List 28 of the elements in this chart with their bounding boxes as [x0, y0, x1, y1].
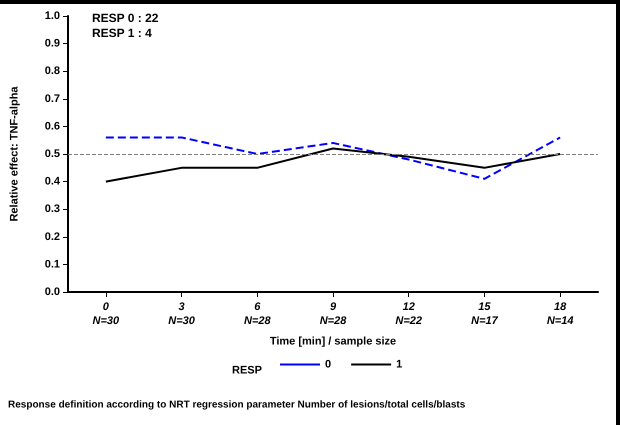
y-tick-label: 0.7	[44, 92, 60, 105]
y-tick-label: 0.1	[44, 258, 60, 270]
y-tick-label: 0.5	[44, 148, 60, 160]
legend-label: 1	[396, 358, 402, 370]
annotation: RESP 1 : 4	[92, 26, 152, 40]
text: Response definition according to NRT regression parameter Number of lesions/total cells/blasts	[8, 400, 466, 410]
x-tick-label: 18 N=14	[546, 301, 574, 327]
legend-label: 0	[325, 358, 332, 370]
y-tick-label: 0.4	[44, 176, 61, 188]
x-tick-label: 6 N=28	[244, 301, 272, 327]
legend-title: RESP	[232, 364, 262, 376]
line-series	[104, 147, 562, 183]
x-tick-label: 15 N=17	[471, 301, 499, 327]
y-axis-title: Relative effect: TNF-alpha	[8, 86, 20, 222]
y-tick-label: 0.0	[44, 286, 60, 298]
y-tick-label: 0.9	[44, 38, 60, 50]
x-tick-label: 12 N=22	[395, 301, 422, 327]
x-tick-label: 0 N=30	[92, 301, 120, 327]
y-tick-label: 1.0	[44, 10, 60, 22]
x-axis-title: Time [min] / sample size	[270, 336, 396, 348]
x-tick-label: 9 N=28	[320, 301, 348, 327]
y-tick-label: 0.8	[44, 65, 60, 78]
y-tick-label: 0.3	[44, 203, 60, 216]
y-tick-label: 0.2	[44, 230, 60, 243]
annotation: RESP 0 : 22	[92, 11, 159, 25]
line-series	[104, 136, 562, 180]
x-tick-label: 3 N=30	[168, 301, 196, 327]
y-tick-label: 0.6	[44, 120, 60, 132]
